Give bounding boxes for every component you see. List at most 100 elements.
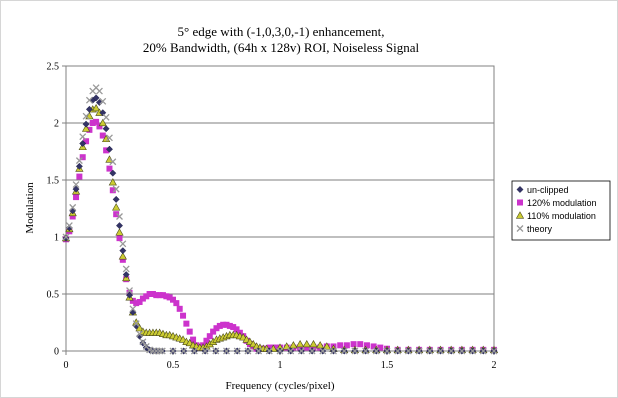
point-s1-78: [370, 343, 377, 350]
x-tick-label-1: 0.5: [167, 360, 180, 371]
point-s3-36: [233, 347, 241, 355]
point-s3-21: [132, 320, 140, 328]
point-s1-43: [206, 333, 213, 340]
point-s1-3: [73, 194, 80, 201]
point-s1-29: [159, 292, 166, 299]
point-s1-42: [203, 337, 210, 344]
point-s3-51: [394, 347, 402, 355]
point-s2-69: [322, 342, 331, 350]
point-s1-10: [96, 123, 103, 130]
point-s1-24: [143, 293, 150, 300]
point-s3-42: [297, 347, 305, 355]
point-s1-17: [119, 256, 126, 263]
point-s3-5: [79, 133, 87, 141]
point-s3-31: [180, 347, 188, 355]
point-s1-38: [190, 336, 197, 343]
point-s2-17: [118, 252, 127, 260]
point-s1-22: [136, 298, 143, 305]
point-s1-26: [149, 291, 156, 297]
point-s3-54: [426, 347, 434, 355]
x-tick-label-0: 0: [64, 360, 69, 371]
point-s1-44: [210, 328, 217, 335]
point-s1-4: [76, 173, 83, 180]
point-s3-1: [65, 222, 73, 230]
point-s1-77: [363, 342, 370, 349]
point-s0-14: [109, 169, 117, 177]
point-s1-36: [183, 320, 190, 327]
point-s0-12: [102, 125, 110, 133]
point-s1-61: [266, 344, 273, 351]
point-s3-46: [340, 347, 348, 355]
point-s3-28: [156, 347, 164, 355]
point-s1-34: [176, 305, 183, 312]
point-s1-16: [116, 235, 123, 242]
point-s1-25: [146, 291, 153, 297]
y-tick-label-3: 1.5: [47, 176, 60, 187]
point-s1-75: [350, 341, 357, 348]
point-s1-6: [83, 138, 90, 145]
point-s1-28: [156, 292, 163, 299]
point-s3-43: [308, 347, 316, 355]
point-s3-57: [458, 347, 466, 355]
point-s0-15: [112, 195, 120, 203]
point-s1-8: [89, 120, 96, 126]
point-s3-34: [212, 347, 220, 355]
point-s3-30: [169, 347, 177, 355]
point-s1-76: [357, 341, 364, 348]
point-s1-15: [113, 211, 120, 218]
point-s2-9: [91, 103, 101, 112]
point-s0-18: [122, 271, 130, 279]
point-s3-32: [190, 347, 198, 355]
point-s2-6: [81, 124, 91, 132]
point-s1-31: [166, 294, 173, 301]
point-s1-14: [109, 187, 116, 194]
point-s1-69: [310, 344, 317, 351]
y-tick-label-0: 0: [54, 347, 59, 358]
point-s1-68: [303, 344, 310, 351]
point-s3-6: [82, 112, 90, 120]
point-s1-73: [337, 342, 344, 349]
point-s0-0: [62, 234, 70, 242]
point-s0-19: [126, 291, 134, 299]
y-tick-label-5: 2.5: [47, 62, 60, 73]
point-s3-12: [102, 113, 110, 121]
point-s3-4: [75, 157, 83, 165]
point-s3-60: [490, 347, 498, 355]
point-s1-50: [230, 324, 237, 331]
point-s1-33: [173, 300, 180, 307]
point-s3-7: [85, 96, 93, 104]
point-s3-18: [122, 265, 130, 273]
point-s1-63: [273, 344, 280, 351]
point-s1-51: [233, 326, 240, 333]
legend: un-clipped 120% modulation 110% modulation…: [511, 180, 611, 241]
y-tick-label-2: 1: [54, 233, 59, 244]
x-tick-label-4: 2: [492, 360, 497, 371]
point-s3-11: [99, 97, 107, 105]
legend-label-3: theory: [527, 224, 553, 234]
point-s1-11: [99, 132, 106, 139]
point-s3-35: [223, 347, 230, 355]
point-s2-11: [98, 118, 107, 127]
point-s1-79: [377, 344, 384, 351]
x-tick-label-2: 1: [278, 360, 283, 371]
point-s2-63: [282, 342, 291, 350]
point-s2-67: [309, 339, 318, 348]
gridlines: [66, 65, 494, 295]
point-s0-11: [99, 109, 107, 117]
point-s3-52: [404, 347, 412, 355]
point-s0-3: [72, 185, 80, 193]
point-s3-49: [372, 347, 380, 355]
point-s2-15: [112, 203, 121, 211]
point-s3-38: [255, 347, 263, 355]
point-s1-27: [153, 292, 160, 299]
x-tick-label-3: 1.5: [381, 360, 394, 371]
point-s1-21: [133, 300, 140, 307]
point-s1-35: [180, 312, 187, 319]
series-1: [63, 118, 497, 353]
point-s3-37: [244, 347, 252, 355]
point-s1-13: [106, 165, 113, 172]
point-s3-44: [319, 347, 327, 355]
point-s0-6: [82, 120, 90, 128]
point-s3-0: [62, 233, 70, 241]
